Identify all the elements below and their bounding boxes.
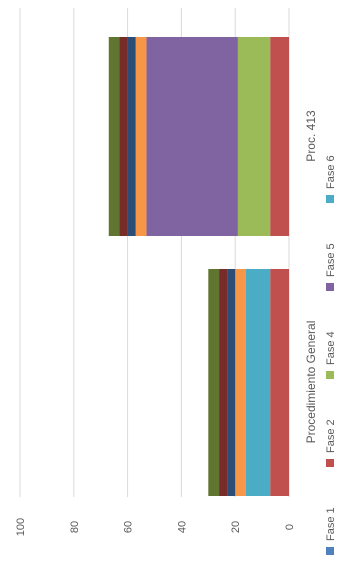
tick-label: 100 bbox=[15, 518, 27, 536]
bar-segment bbox=[219, 269, 228, 496]
legend-label: Fase 2 bbox=[325, 419, 337, 453]
tick-label: 60 bbox=[123, 521, 135, 533]
bar-segment bbox=[270, 269, 289, 496]
legend-swatch bbox=[326, 547, 334, 555]
legend-swatch bbox=[326, 283, 334, 291]
legend-swatch bbox=[326, 371, 334, 379]
bar-segment bbox=[146, 37, 238, 236]
bar-segment bbox=[135, 37, 147, 236]
tick-label: 20 bbox=[230, 521, 242, 533]
bar-segment bbox=[237, 37, 271, 236]
bar-segment bbox=[270, 37, 289, 236]
tick-label: 80 bbox=[69, 521, 81, 533]
tick-label: 40 bbox=[176, 521, 188, 533]
legend-swatch bbox=[326, 459, 334, 467]
bar-segment bbox=[227, 269, 236, 496]
legend: Fase 1 Fase 2 Fase 4 Fase 5 Fase 6 bbox=[325, 155, 337, 555]
bars bbox=[108, 37, 289, 496]
bar-segment bbox=[245, 269, 271, 496]
category-label: Procedimiento General bbox=[304, 321, 318, 444]
legend-swatch bbox=[326, 195, 334, 203]
bar-segment bbox=[119, 37, 128, 236]
bar-segment bbox=[127, 37, 136, 236]
bar-segment bbox=[235, 269, 246, 496]
legend-label: Fase 1 bbox=[325, 507, 337, 541]
legend-label: Fase 6 bbox=[325, 155, 337, 189]
legend-label: Fase 5 bbox=[325, 243, 337, 277]
tick-label: 0 bbox=[284, 524, 296, 530]
bar-segment bbox=[108, 37, 120, 236]
category-labels: Procedimiento General Proc. 413 bbox=[304, 110, 318, 443]
category-label: Proc. 413 bbox=[304, 110, 318, 162]
value-axis-ticks: 0 20 40 60 80 100 bbox=[15, 518, 296, 536]
legend-label: Fase 4 bbox=[325, 331, 337, 365]
bar-segment bbox=[208, 269, 220, 496]
